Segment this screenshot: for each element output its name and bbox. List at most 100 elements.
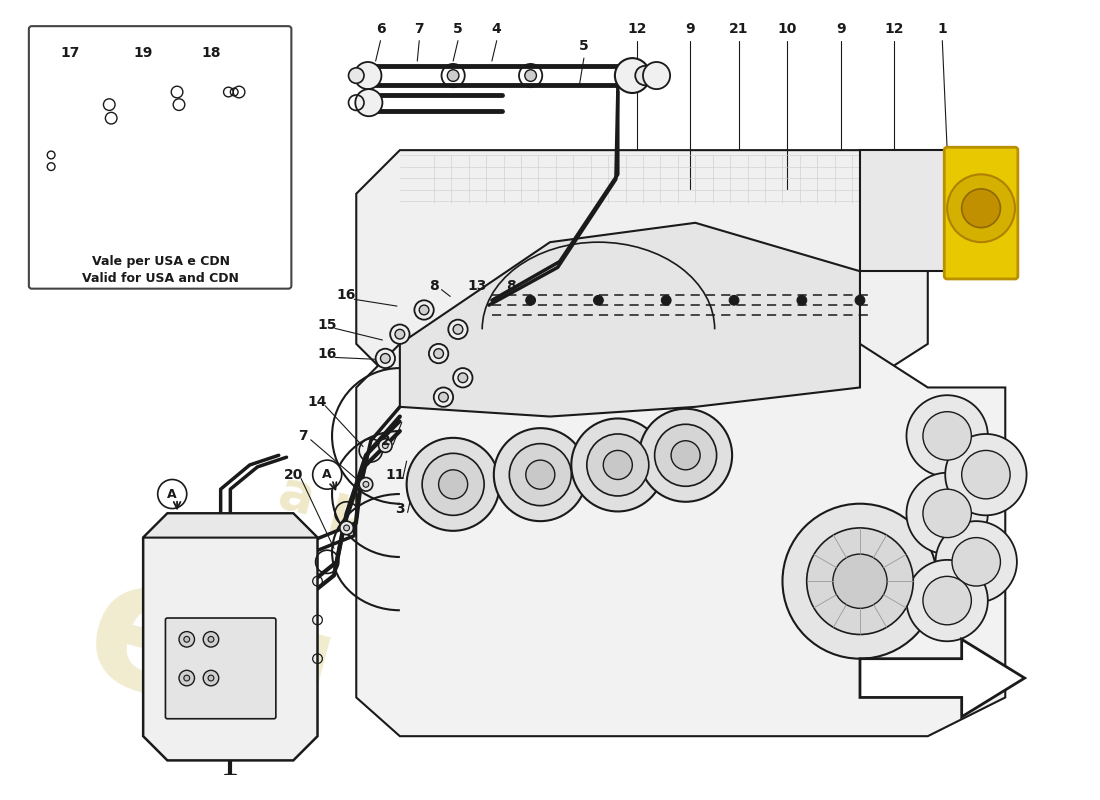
- Text: A: A: [167, 487, 177, 501]
- Circle shape: [509, 444, 571, 506]
- Circle shape: [639, 409, 733, 502]
- Circle shape: [157, 479, 187, 509]
- Circle shape: [340, 521, 353, 534]
- Circle shape: [363, 482, 368, 487]
- Circle shape: [855, 295, 865, 305]
- Circle shape: [615, 58, 650, 93]
- Circle shape: [671, 441, 700, 470]
- Text: 15: 15: [318, 318, 337, 331]
- Circle shape: [571, 418, 664, 511]
- Text: 8: 8: [506, 278, 516, 293]
- Circle shape: [355, 89, 383, 116]
- Circle shape: [729, 295, 739, 305]
- Circle shape: [806, 528, 913, 634]
- Text: 14: 14: [308, 395, 328, 409]
- Circle shape: [644, 62, 670, 89]
- Circle shape: [422, 454, 484, 515]
- Circle shape: [453, 368, 473, 387]
- Circle shape: [429, 344, 449, 363]
- Text: 20: 20: [284, 468, 302, 482]
- Text: a passion for parts...: a passion for parts...: [273, 466, 884, 677]
- Circle shape: [961, 189, 1000, 228]
- Circle shape: [208, 675, 213, 681]
- Circle shape: [433, 387, 453, 407]
- Circle shape: [375, 349, 395, 368]
- Circle shape: [179, 631, 195, 647]
- Circle shape: [419, 305, 429, 315]
- Polygon shape: [356, 150, 927, 387]
- Circle shape: [448, 70, 459, 82]
- FancyBboxPatch shape: [944, 147, 1018, 279]
- Circle shape: [923, 412, 971, 460]
- Circle shape: [395, 330, 405, 339]
- Text: 6: 6: [376, 22, 385, 36]
- Text: 8: 8: [429, 278, 439, 293]
- Polygon shape: [860, 150, 981, 271]
- Polygon shape: [400, 222, 860, 417]
- Text: 10: 10: [778, 22, 798, 36]
- Text: 18: 18: [201, 46, 221, 60]
- Circle shape: [390, 325, 409, 344]
- Circle shape: [439, 392, 449, 402]
- Text: eu: eu: [67, 542, 355, 776]
- Circle shape: [906, 473, 988, 554]
- Text: 9: 9: [836, 22, 846, 36]
- Circle shape: [945, 434, 1026, 515]
- Circle shape: [654, 424, 716, 486]
- Text: 16: 16: [337, 289, 356, 302]
- Circle shape: [449, 320, 468, 339]
- Circle shape: [586, 434, 649, 496]
- Circle shape: [635, 66, 654, 86]
- Circle shape: [594, 295, 603, 305]
- Circle shape: [923, 576, 971, 625]
- Circle shape: [923, 489, 971, 538]
- Text: 3: 3: [395, 502, 405, 515]
- Text: 12: 12: [884, 22, 903, 36]
- Polygon shape: [860, 639, 1024, 717]
- Text: 17: 17: [60, 46, 80, 60]
- Text: 2: 2: [381, 434, 390, 448]
- Circle shape: [407, 438, 499, 531]
- Text: 1: 1: [937, 22, 947, 36]
- Circle shape: [415, 300, 433, 320]
- Text: 13: 13: [468, 278, 487, 293]
- Circle shape: [661, 295, 671, 305]
- Circle shape: [798, 295, 806, 305]
- Text: 19: 19: [133, 46, 153, 60]
- Text: 4: 4: [492, 22, 502, 36]
- Circle shape: [947, 174, 1015, 242]
- FancyBboxPatch shape: [29, 26, 292, 289]
- Circle shape: [833, 554, 887, 608]
- Text: Vale per USA e CDN: Vale per USA e CDN: [91, 255, 230, 268]
- Circle shape: [525, 70, 537, 82]
- Circle shape: [458, 373, 468, 382]
- Circle shape: [184, 675, 189, 681]
- Circle shape: [184, 637, 189, 642]
- Text: 7: 7: [415, 22, 424, 36]
- Circle shape: [179, 670, 195, 686]
- Circle shape: [526, 460, 554, 489]
- Circle shape: [354, 62, 382, 89]
- Text: 9: 9: [685, 22, 695, 36]
- FancyBboxPatch shape: [165, 618, 276, 718]
- Circle shape: [906, 560, 988, 642]
- Circle shape: [208, 637, 213, 642]
- Circle shape: [935, 521, 1016, 602]
- Polygon shape: [143, 514, 318, 761]
- Circle shape: [526, 295, 536, 305]
- Text: 16: 16: [318, 346, 337, 361]
- Circle shape: [433, 349, 443, 358]
- Polygon shape: [356, 344, 1005, 736]
- Circle shape: [204, 670, 219, 686]
- Circle shape: [961, 450, 1010, 499]
- Circle shape: [439, 470, 468, 499]
- Circle shape: [360, 478, 373, 491]
- Circle shape: [453, 325, 463, 334]
- Circle shape: [494, 428, 586, 521]
- Text: 7: 7: [298, 429, 308, 443]
- Text: Valid for USA and CDN: Valid for USA and CDN: [82, 273, 239, 286]
- Circle shape: [381, 354, 390, 363]
- Circle shape: [378, 439, 392, 452]
- Text: 5: 5: [579, 39, 588, 54]
- Polygon shape: [143, 514, 318, 538]
